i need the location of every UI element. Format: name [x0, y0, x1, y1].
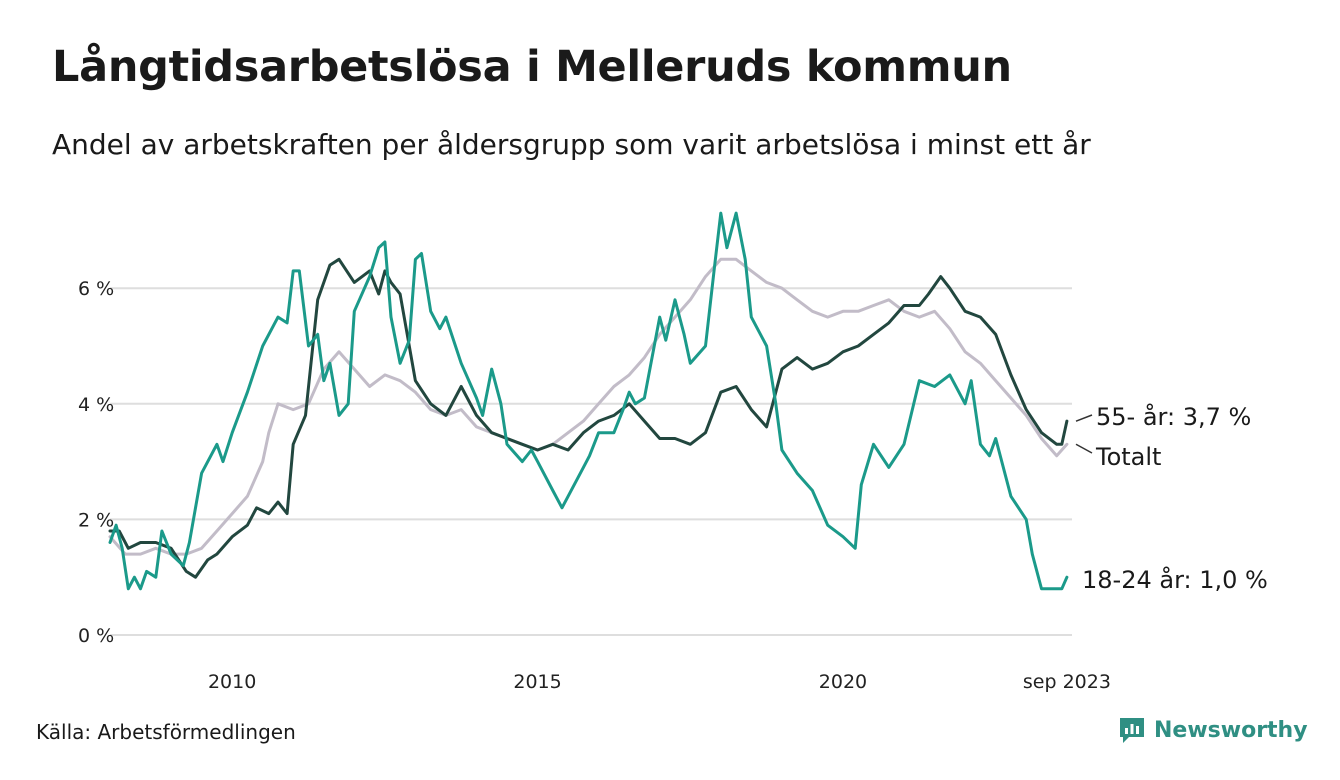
label-leader: [1075, 443, 1093, 454]
series-line-55-r: [108, 257, 1069, 579]
y-tick-label: 2 %: [78, 509, 114, 531]
axis-ticks: 0 % 2 % 4 % 6 % 2010 2015 2020 sep 2023: [78, 278, 1111, 693]
y-tick-label: 0 %: [78, 625, 114, 647]
brand-name: Newsworthy: [1154, 717, 1308, 743]
gridlines: [110, 287, 1072, 636]
y-tick-label: 4 %: [78, 394, 114, 416]
label-leader: [1075, 414, 1093, 422]
line-chart: 0 % 2 % 4 % 6 % 2010 2015 2020 sep 2023 Totalt 5…: [78, 211, 1268, 693]
series-lines: [108, 211, 1069, 591]
end-label: 55- år: 3,7 %: [1096, 402, 1251, 431]
end-labels: Totalt 55- år: 3,7 % 18-24 år: 1,0 %: [1075, 402, 1268, 594]
x-tick-label: 2015: [513, 671, 561, 693]
end-label: Totalt: [1095, 443, 1161, 471]
chart-title: Långtidsarbetslösa i Melleruds kommun: [52, 42, 1012, 92]
y-tick-label: 6 %: [78, 278, 114, 300]
source-note: Källa: Arbetsförmedlingen: [36, 720, 296, 744]
newsworthy-logo-icon: [1120, 718, 1144, 743]
x-tick-label: 2020: [819, 671, 867, 693]
chart-subtitle: Andel av arbetskraften per åldersgrupp s…: [52, 128, 1091, 161]
series-line-18-24-r: [108, 211, 1069, 591]
x-tick-label: 2010: [208, 671, 256, 693]
end-label: 18-24 år: 1,0 %: [1082, 565, 1268, 594]
brand-logo[interactable]: Newsworthy: [1118, 714, 1308, 746]
series-line-totalt: [108, 257, 1069, 556]
x-tick-label: sep 2023: [1023, 671, 1111, 693]
